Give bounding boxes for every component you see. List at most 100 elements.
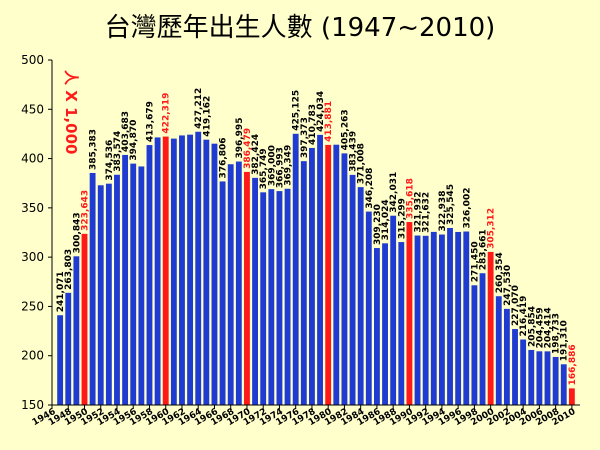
value-label: 335,618 [405, 178, 415, 219]
bar [73, 256, 80, 405]
bar [138, 166, 145, 405]
bar [65, 292, 72, 405]
value-label: 315,299 [397, 198, 407, 239]
y-tick-label: 350 [21, 201, 44, 215]
value-label: 342,031 [389, 172, 399, 213]
bar [268, 189, 275, 405]
y-tick-label: 400 [21, 152, 44, 166]
bar [560, 364, 567, 405]
bar [503, 308, 510, 405]
bar [244, 171, 250, 405]
value-label: 325,545 [446, 184, 456, 225]
bar [89, 172, 96, 405]
bar [430, 231, 437, 405]
y-axis-label: 人 X 1,000 [62, 70, 80, 154]
bar [333, 144, 340, 405]
value-label: 371,008 [357, 143, 367, 184]
value-label: 424,034 [316, 91, 326, 132]
value-label: 425,125 [292, 90, 302, 131]
bar [309, 147, 315, 405]
value-label: 397,373 [300, 117, 310, 158]
bar [317, 134, 323, 405]
chart-title: 台灣歷年出生人數 (1947~2010) [105, 13, 496, 43]
bar [406, 222, 413, 405]
bar [341, 153, 348, 405]
bar [357, 187, 364, 405]
value-label: 247,530 [503, 265, 513, 306]
value-label: 204,459 [535, 307, 545, 348]
bar [114, 174, 120, 405]
bar [146, 145, 153, 406]
bar [235, 161, 242, 405]
value-label: 405,263 [340, 109, 350, 150]
bar [438, 234, 445, 405]
bar [105, 183, 112, 405]
value-label: 383,574 [113, 131, 123, 172]
bar [512, 329, 518, 405]
value-label: 314,024 [381, 199, 391, 240]
bar [414, 235, 421, 405]
bar [300, 161, 307, 405]
value-label: 321,632 [422, 192, 432, 233]
value-label: 305,312 [487, 208, 497, 249]
value-label: 309,230 [373, 204, 383, 245]
value-label: 365,749 [259, 148, 269, 189]
bar [162, 136, 169, 405]
bar [211, 143, 218, 405]
value-label: 413,881 [324, 101, 334, 142]
bar [365, 211, 372, 405]
value-label: 241,071 [56, 271, 66, 312]
value-label: 321,932 [414, 192, 424, 233]
bar [471, 285, 478, 405]
bar [568, 388, 575, 405]
bar [495, 296, 502, 405]
bar [57, 315, 64, 405]
bar [260, 192, 267, 405]
value-label: 323,643 [80, 190, 90, 231]
y-tick-label: 300 [21, 250, 44, 264]
value-label: 205,854 [527, 306, 537, 347]
bar [292, 133, 299, 405]
value-label: 385,383 [89, 129, 99, 170]
value-label: 382,424 [251, 134, 261, 175]
bar [122, 154, 129, 405]
value-label: 283,661 [479, 229, 489, 270]
bar [479, 273, 486, 405]
value-label: 326,002 [462, 188, 472, 229]
value-label: 396,995 [235, 118, 245, 159]
value-label: 216,419 [519, 296, 529, 337]
bar [544, 351, 551, 405]
value-label: 346,208 [365, 168, 375, 209]
y-tick-label: 250 [21, 299, 44, 313]
bar [520, 339, 527, 405]
value-label: 271,450 [470, 241, 480, 282]
bar [284, 188, 291, 405]
value-label: 422,319 [162, 93, 172, 134]
bar [97, 185, 104, 405]
bar [487, 251, 494, 405]
value-label: 322,938 [438, 191, 448, 232]
value-label: 427,212 [194, 88, 204, 129]
bar [552, 356, 559, 405]
bars [57, 131, 575, 406]
value-label: 386,479 [243, 128, 253, 169]
bar [463, 231, 470, 405]
bar [154, 137, 161, 405]
bar [398, 242, 405, 405]
bar [170, 138, 177, 406]
value-label: 166,886 [568, 344, 578, 385]
y-tick-label: 500 [21, 53, 44, 67]
bar [195, 131, 202, 405]
bar [528, 349, 535, 405]
bar [81, 233, 88, 405]
bar [130, 163, 137, 405]
value-label: 198,733 [552, 313, 562, 354]
bar [187, 134, 194, 406]
bar [325, 144, 332, 405]
value-label: 369,000 [267, 145, 277, 186]
value-label: 419,162 [202, 96, 212, 137]
bar [536, 351, 543, 405]
value-label: 204,414 [544, 307, 554, 348]
y-tick-label: 450 [21, 102, 44, 116]
